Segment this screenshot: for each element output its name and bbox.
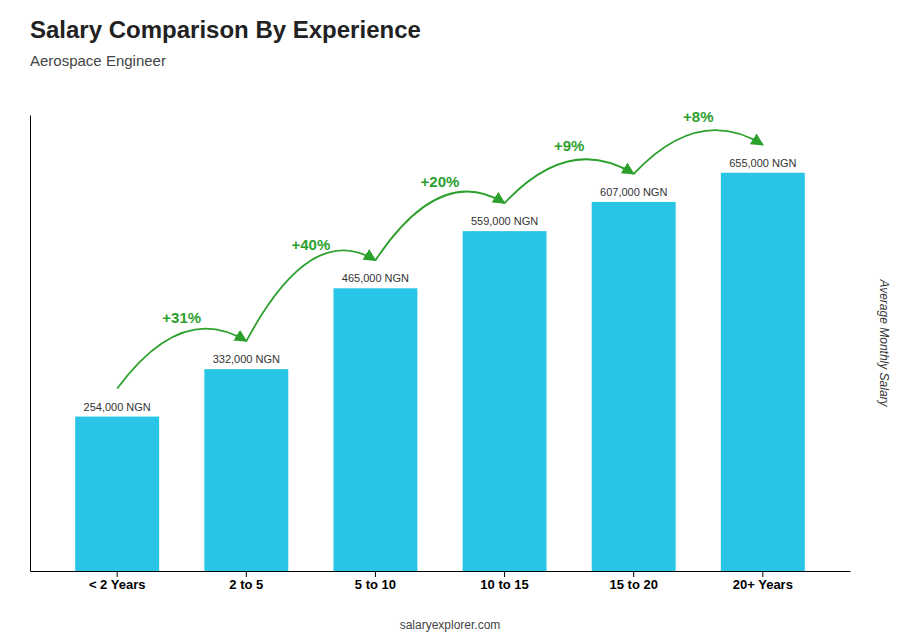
x-tick-mark <box>633 571 634 577</box>
bar <box>721 173 805 571</box>
x-tick-mark <box>762 571 763 577</box>
annotation-arrow <box>634 130 763 174</box>
annotation-arrow <box>375 191 504 260</box>
bar <box>463 231 547 571</box>
bar <box>592 202 676 571</box>
annotation-arrow <box>246 250 375 341</box>
annotation-arrow <box>505 159 634 203</box>
data-label: 559,000 NGN <box>471 215 538 227</box>
x-axis: < 2 Years 2 to 5 5 to 10 10 to 15 15 to 20 20… <box>31 571 851 592</box>
annotation: +20% <box>421 173 460 190</box>
data-label: 607,000 NGN <box>600 186 667 198</box>
x-tick-label: 10 to 15 <box>480 577 528 592</box>
y-axis-line <box>30 116 31 572</box>
annotation: +8% <box>683 108 713 125</box>
x-tick-mark <box>117 571 118 577</box>
data-labels: 254,000 NGN 332,000 NGN 465,000 NGN 559,000… <box>84 157 797 413</box>
x-tick: 2 to 5 <box>229 571 263 592</box>
chart: Salary Comparison By Experience Aerospace… <box>0 0 900 641</box>
x-tick-label: 2 to 5 <box>229 577 263 592</box>
x-tick: 10 to 15 <box>480 571 528 592</box>
annotation: +40% <box>291 236 330 253</box>
x-tick: 15 to 20 <box>609 571 657 592</box>
plot: < 2 Years 2 to 5 5 to 10 10 to 15 15 to 20 20… <box>31 108 851 592</box>
annotation: +9% <box>554 137 584 154</box>
x-tick-mark <box>375 571 376 577</box>
x-axis-line <box>31 571 851 572</box>
bar <box>204 369 288 571</box>
annotations: +31% +40% +20% +9% +8% <box>117 108 763 389</box>
bar <box>75 417 159 571</box>
y-axis <box>30 116 31 572</box>
y-axis-title: Average Monthly Salary <box>877 278 891 407</box>
x-tick-mark <box>504 571 505 577</box>
data-label: 465,000 NGN <box>342 272 409 284</box>
data-label: 254,000 NGN <box>84 401 151 413</box>
annotation: +31% <box>162 309 201 326</box>
data-label: 332,000 NGN <box>213 353 280 365</box>
x-tick-label: < 2 Years <box>89 577 146 592</box>
x-tick: 20+ Years <box>733 571 793 592</box>
x-tick: < 2 Years <box>89 571 146 592</box>
bars <box>75 173 805 571</box>
x-tick-label: 5 to 10 <box>355 577 396 592</box>
subtitle: Aerospace Engineer <box>30 52 166 69</box>
x-tick-label: 20+ Years <box>733 577 793 592</box>
x-tick-mark <box>246 571 247 577</box>
title: Salary Comparison By Experience <box>30 16 421 43</box>
footer: salaryexplorer.com <box>400 618 501 632</box>
x-tick: 5 to 10 <box>355 571 396 592</box>
data-label: 655,000 NGN <box>729 157 796 169</box>
annotation-arrow <box>117 329 246 389</box>
bar <box>333 288 417 571</box>
x-tick-label: 15 to 20 <box>609 577 657 592</box>
